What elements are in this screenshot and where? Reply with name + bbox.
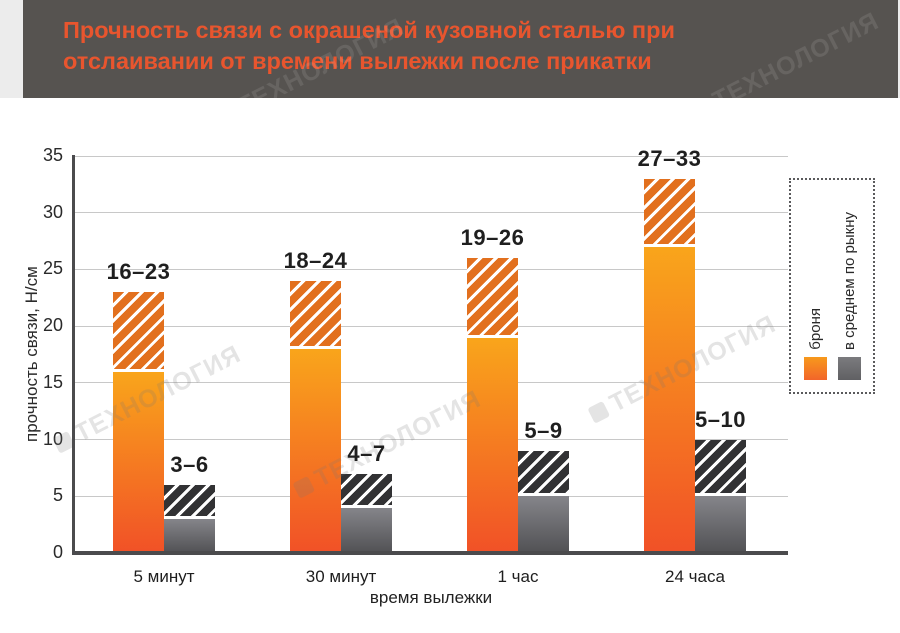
bar-range-label: 4–7 — [347, 440, 386, 466]
bar-range-label: 5–9 — [524, 417, 563, 443]
x-tick-label: 24 часа — [665, 567, 725, 586]
y-tick-label: 25 — [42, 258, 63, 279]
bar-solid-market-average — [695, 496, 746, 553]
chart-title-line1: Прочность связи с окрашеной кузовной ста… — [63, 17, 675, 43]
x-tick-label: 5 минут — [133, 567, 195, 586]
legend-item-market-average: в среднем по рыкну — [837, 212, 861, 380]
bar-range-label: 18–24 — [283, 247, 348, 273]
bar-solid-bronya — [644, 246, 695, 553]
gridline — [75, 382, 788, 384]
x-tick-label: 1 час — [497, 567, 539, 586]
x-axis-line — [72, 551, 788, 555]
y-tick-label: 20 — [42, 315, 63, 336]
gridline — [75, 155, 788, 157]
plot-area: 0 5 10 15 20 25 30 35 5 минут 16–23 3–6 30 минут 18–… — [43, 145, 788, 586]
bar-solid-market-average — [341, 507, 392, 553]
bar-range-market-average — [341, 473, 392, 508]
bar-range-bronya — [467, 258, 518, 338]
bar-range-label: 3–6 — [170, 451, 209, 477]
legend-item-bronya: броня — [803, 308, 827, 380]
legend-swatch-orange — [803, 357, 827, 380]
y-tick-label: 5 — [52, 485, 63, 506]
y-tick-label: 10 — [42, 428, 63, 449]
y-tick-label: 0 — [52, 542, 63, 562]
bar-range-label: 27–33 — [637, 145, 702, 171]
bar-range-label: 5–10 — [695, 406, 746, 432]
chart-title-line2: отслаивании от времени вылежки после при… — [63, 48, 652, 74]
bar-range-label: 19–26 — [460, 225, 525, 251]
header: Прочность связи с окрашеной кузовной ста… — [23, 0, 898, 98]
bar-solid-bronya — [290, 348, 341, 553]
bar-range-market-average — [164, 484, 215, 519]
header-band: Прочность связи с окрашеной кузовной ста… — [0, 0, 900, 98]
gridline — [75, 439, 788, 441]
bar-range-bronya — [644, 178, 695, 247]
bar-solid-bronya — [113, 371, 164, 553]
y-axis-line — [72, 155, 75, 555]
x-axis-title: время вылежки — [369, 588, 493, 607]
bar-range-market-average — [695, 439, 746, 497]
y-tick-label: 35 — [42, 145, 63, 165]
gridline — [75, 325, 788, 327]
bar-range-market-average — [518, 450, 569, 497]
bar-range-bronya — [290, 280, 341, 349]
bar-solid-market-average — [164, 518, 215, 553]
gridline — [75, 212, 788, 214]
legend-swatch-gray — [837, 357, 861, 380]
legend-label-market-average: в среднем по рыкну — [840, 212, 858, 350]
bar-solid-bronya — [467, 337, 518, 553]
gridline — [75, 495, 788, 497]
bar-range-bronya — [113, 292, 164, 372]
y-tick-label: 30 — [42, 201, 63, 222]
bar-range-label: 16–23 — [106, 259, 171, 285]
legend-label-bronya: броня — [806, 308, 824, 350]
bar-solid-market-average — [518, 496, 569, 553]
y-tick-label: 15 — [42, 371, 63, 392]
legend: броня в среднем по рыкну — [789, 178, 875, 394]
gridline — [75, 268, 788, 270]
x-tick-label: 30 минут — [305, 567, 377, 586]
